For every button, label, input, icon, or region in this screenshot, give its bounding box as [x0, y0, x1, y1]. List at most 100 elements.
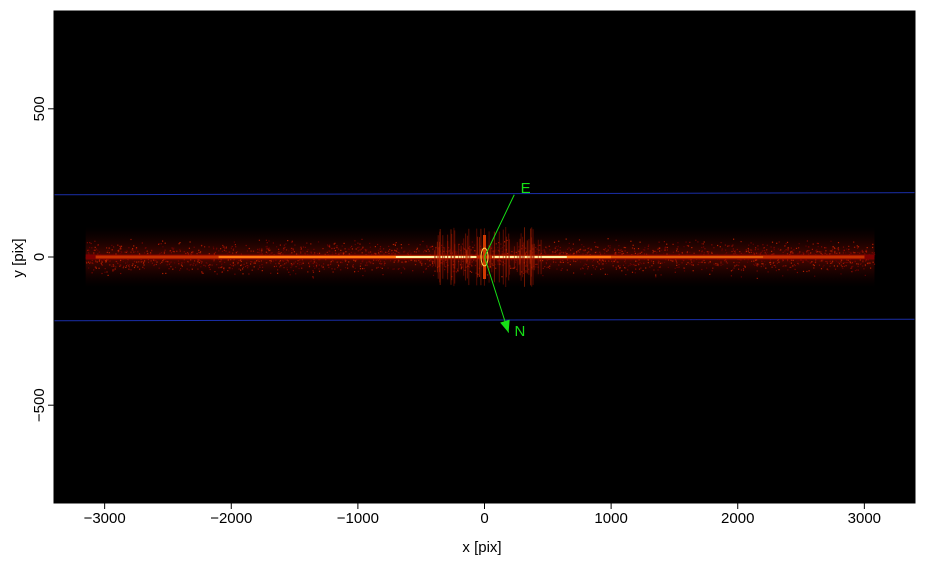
trace-speckle — [506, 239, 508, 241]
trace-speckle — [518, 246, 520, 248]
trace-speckle — [90, 242, 92, 245]
trace-speckle — [91, 272, 93, 274]
trace-speckle — [608, 260, 610, 262]
trace-speckle — [674, 267, 676, 269]
trace-speckle — [655, 253, 657, 255]
trace-speckle — [160, 243, 162, 245]
trace-speckle — [283, 267, 285, 269]
trace-speckle — [392, 243, 394, 246]
trace-speckle — [158, 243, 160, 245]
trace-spike — [531, 244, 533, 270]
aperture-lines — [53, 192, 916, 322]
trace-spike — [458, 244, 460, 270]
trace-speckle — [521, 248, 523, 250]
trace-speckle — [665, 259, 667, 261]
trace-speckle — [185, 252, 187, 255]
trace-speckle — [832, 248, 834, 250]
trace-speckle — [717, 262, 719, 265]
trace-speckle — [681, 259, 683, 261]
trace-speckle — [153, 264, 155, 266]
trace-speckle — [733, 261, 735, 264]
trace-speckle — [747, 250, 749, 252]
trace-speckle — [829, 250, 831, 252]
trace-speckle — [318, 270, 321, 272]
trace-speckle — [226, 252, 228, 255]
trace-speckle — [757, 263, 759, 265]
trace-speckle — [314, 267, 316, 269]
trace-speckle — [94, 249, 96, 251]
trace-speckle — [130, 251, 132, 253]
trace-speckle — [743, 265, 745, 267]
trace-speckle — [292, 249, 294, 251]
trace-speckle — [397, 252, 399, 254]
trace-speckle — [794, 268, 796, 270]
trace-speckle — [814, 275, 816, 277]
trace-speckle — [370, 262, 372, 264]
trace-speckle — [575, 260, 577, 263]
trace-speckle — [535, 266, 537, 268]
trace-speckle — [513, 267, 515, 269]
trace-spike — [477, 236, 479, 278]
trace-speckle — [351, 245, 353, 247]
trace-speckle — [811, 261, 813, 263]
trace-speckle — [630, 240, 632, 242]
trace-speckle — [188, 269, 190, 271]
trace-speckle — [359, 265, 361, 267]
trace-speckle — [573, 252, 575, 254]
trace-speckle — [304, 253, 306, 255]
trace-speckle — [740, 269, 742, 271]
trace-speckle — [421, 262, 423, 264]
trace-speckle — [145, 247, 147, 249]
trace-speckle — [848, 251, 850, 253]
trace-speckle — [645, 267, 647, 269]
trace-speckle — [240, 269, 242, 271]
trace-speckle — [624, 250, 626, 252]
trace-speckle — [753, 260, 755, 262]
trace-speckle — [586, 252, 588, 254]
trace-mid-band — [95, 255, 865, 259]
trace-speckle — [525, 251, 528, 253]
trace-speckle — [232, 252, 234, 254]
trace-speckle — [515, 251, 517, 254]
trace-speckle — [872, 246, 874, 249]
trace-speckle — [836, 252, 838, 254]
trace-speckle — [315, 264, 318, 266]
trace-speckle — [830, 262, 832, 264]
trace-speckle — [591, 261, 593, 263]
trace-speckle — [85, 261, 87, 263]
trace-speckle — [468, 266, 471, 268]
trace-speckle — [670, 259, 672, 261]
trace-speckle — [711, 252, 713, 254]
trace-speckle — [229, 251, 231, 253]
trace-speckle — [525, 252, 527, 254]
trace-speckle — [120, 252, 123, 254]
trace-speckle — [397, 268, 399, 270]
trace-speckle — [851, 261, 853, 264]
trace-speckle — [144, 260, 146, 262]
trace-speckle — [273, 259, 275, 262]
trace-speckle — [324, 253, 326, 255]
trace-speckle — [88, 267, 90, 269]
trace-speckle — [604, 252, 606, 254]
trace-speckle — [116, 261, 118, 263]
trace-speckle — [862, 260, 864, 262]
trace-speckle — [323, 263, 325, 265]
trace-speckle — [792, 259, 794, 261]
trace-speckle — [326, 244, 329, 246]
trace-speckle — [744, 252, 746, 254]
trace-speckle — [558, 240, 560, 242]
trace-speckle — [874, 253, 876, 256]
trace-speckle — [831, 250, 833, 252]
trace-speckle — [581, 244, 583, 246]
trace-speckle — [515, 261, 517, 264]
trace-speckle — [872, 253, 874, 255]
trace-speckle — [496, 259, 498, 261]
trace-speckle — [362, 275, 364, 277]
trace-speckle — [703, 241, 705, 243]
trace-speckle — [456, 252, 458, 254]
trace-speckle — [701, 250, 703, 252]
trace-speckle — [393, 260, 395, 262]
trace-speckle — [562, 251, 564, 253]
trace-speckle — [785, 249, 787, 251]
trace-speckle — [845, 265, 847, 267]
